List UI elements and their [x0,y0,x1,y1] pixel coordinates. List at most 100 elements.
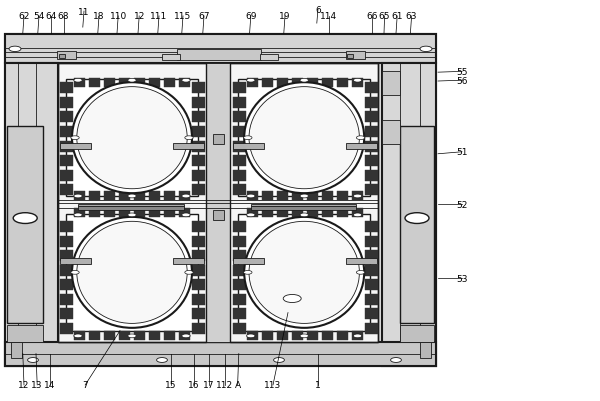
Ellipse shape [353,194,362,198]
Ellipse shape [71,136,79,140]
Ellipse shape [74,213,82,217]
Bar [192,236,205,247]
Bar [233,170,246,181]
Bar [365,185,378,196]
Bar [233,309,246,320]
Bar [233,185,246,196]
Bar [365,156,378,167]
Text: 54: 54 [34,12,44,21]
Bar [164,192,175,200]
Bar [119,331,130,340]
Ellipse shape [244,217,364,328]
Bar [78,205,184,207]
Bar [60,236,73,247]
Ellipse shape [391,358,401,363]
Bar [233,98,246,109]
Bar [60,251,73,261]
Bar [292,209,303,217]
Bar [74,331,85,340]
Bar [230,64,378,342]
Bar [346,144,377,149]
Bar [322,209,333,217]
Text: 67: 67 [198,12,210,21]
Bar [60,156,73,167]
Ellipse shape [274,358,284,363]
Bar [59,55,65,59]
Bar [119,209,130,217]
Bar [352,79,363,87]
Ellipse shape [28,358,38,363]
Ellipse shape [128,194,136,198]
Ellipse shape [353,79,362,83]
Ellipse shape [74,79,82,83]
Bar [60,265,73,276]
Bar [247,79,258,87]
Bar [233,265,246,276]
Bar [247,192,258,200]
Ellipse shape [185,136,193,140]
Bar [277,331,288,340]
Bar [192,294,205,305]
Bar [322,331,333,340]
Ellipse shape [74,194,82,198]
Bar [365,83,378,94]
Bar [60,221,73,232]
Bar [192,98,205,109]
Bar [365,98,378,109]
Bar [74,79,85,87]
Text: 56: 56 [456,77,468,85]
Bar [213,134,224,144]
Ellipse shape [128,334,136,338]
Bar [60,323,73,334]
Bar [179,331,190,340]
Text: 110: 110 [110,12,127,21]
Ellipse shape [13,213,37,224]
Text: 115: 115 [175,12,191,21]
Bar [192,170,205,181]
Bar [365,265,378,276]
Text: 7: 7 [82,381,88,389]
Ellipse shape [244,271,252,275]
Bar [192,279,205,290]
Bar [400,326,434,342]
Text: 1: 1 [315,381,321,389]
Ellipse shape [182,79,190,83]
Bar [179,192,190,200]
Bar [119,192,130,200]
Text: 15: 15 [165,381,177,389]
Bar [277,209,288,217]
Bar [400,126,434,323]
Bar [365,141,378,152]
Bar [134,209,145,217]
Bar [74,192,85,200]
Bar [337,192,348,200]
Bar [74,209,85,217]
Bar [58,64,378,342]
Bar [382,120,400,144]
Bar [233,83,246,94]
Bar [277,79,288,87]
Text: 6: 6 [315,6,321,14]
Bar [337,209,348,217]
Bar [233,236,246,247]
Bar [382,64,436,366]
Text: 17: 17 [203,381,215,389]
Bar [251,207,356,211]
Bar [262,79,273,87]
Bar [60,127,73,138]
Bar [173,258,204,264]
Bar [247,331,258,340]
Bar [104,192,115,200]
Bar [365,279,378,290]
Bar [233,156,246,167]
Bar [262,331,273,340]
Ellipse shape [247,194,255,198]
Text: 52: 52 [457,200,467,209]
Bar [292,79,303,87]
Bar [307,331,318,340]
Bar [192,185,205,196]
Text: 11: 11 [78,8,90,16]
Bar [365,127,378,138]
Bar [365,309,378,320]
Ellipse shape [182,334,190,338]
